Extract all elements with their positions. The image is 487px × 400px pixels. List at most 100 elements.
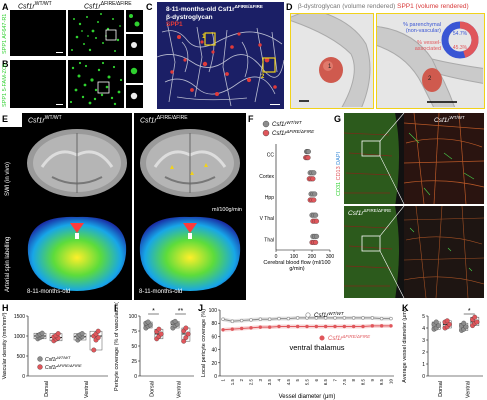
data-point bbox=[172, 318, 178, 324]
data-point bbox=[183, 335, 189, 341]
panel-b-letter: B bbox=[2, 59, 9, 69]
significance-marker: * bbox=[468, 308, 471, 315]
render-view-1: 1 bbox=[290, 13, 374, 109]
legend-fire-marker bbox=[262, 129, 270, 137]
x-tick-label: 1.5 bbox=[230, 379, 235, 386]
data-point bbox=[79, 331, 85, 337]
donut-pct-b: 45.3% bbox=[453, 45, 468, 51]
chart-h: 0 500 1000 1500 Vascular density (mm/mm³) Dor… bbox=[2, 312, 108, 398]
spp1-puncta bbox=[71, 13, 121, 52]
y-tick-label: 5 bbox=[422, 314, 425, 320]
region-label: ventral thalamus bbox=[289, 343, 344, 352]
data-point bbox=[351, 324, 356, 329]
data-point bbox=[361, 324, 365, 329]
data-point bbox=[314, 316, 319, 320]
region-box-2 bbox=[262, 57, 276, 73]
donut-chart: 54.7% 45.3% bbox=[441, 21, 479, 59]
y-tick-label: 0 bbox=[134, 374, 137, 380]
y-axis-label: Local pericyte coverage (%) bbox=[201, 309, 207, 377]
panel-g-wt-image: Csf1rWT/WT bbox=[344, 113, 484, 204]
panel-d-title: β-dystroglycan (volume rendered) SPP1 (v… bbox=[298, 3, 469, 10]
category-label: Dorsal bbox=[44, 381, 50, 397]
y-tick-label: 40 bbox=[211, 348, 217, 354]
x-tick-label: 3.5 bbox=[267, 379, 272, 386]
y-tick-label: 100 bbox=[209, 308, 218, 314]
chart-f-xlabel: Cerebral blood flow (ml/100 g/min) bbox=[263, 260, 331, 272]
y-tick-label: 1500 bbox=[14, 314, 25, 320]
data-point bbox=[230, 319, 235, 323]
category-label: Dorsal bbox=[150, 381, 156, 397]
data-point bbox=[39, 330, 45, 336]
category-label: V Thal bbox=[260, 216, 274, 222]
category-label: Cortex bbox=[259, 174, 274, 180]
donut-slice-vessel bbox=[441, 21, 479, 59]
y-tick-label: 0 bbox=[22, 374, 25, 380]
donut-pct-a: 54.7% bbox=[453, 31, 468, 37]
x-tick-label: 1 bbox=[221, 379, 226, 382]
panel-c-header: 8-11-months-old Csf1rΔFIRE/ΔFIRE β-dystr… bbox=[166, 4, 263, 29]
panel-c-letter: C bbox=[146, 2, 153, 12]
data-point bbox=[295, 324, 300, 329]
significance-marker: ** bbox=[178, 308, 184, 315]
category-label: Ventral bbox=[177, 381, 183, 398]
data-point bbox=[95, 335, 101, 341]
swi-wt-image bbox=[27, 129, 127, 197]
region-box-1 bbox=[204, 32, 216, 46]
donut-label-b: % vessel-associated bbox=[414, 40, 441, 52]
data-point bbox=[313, 218, 320, 224]
data-point bbox=[333, 324, 337, 329]
y-axis-label: Pericyte coverage (% of vasculature) bbox=[114, 302, 120, 391]
data-point bbox=[311, 197, 317, 203]
panel-e-wt-column: Csf1rWT/WT 8-11-months-old bbox=[22, 113, 132, 300]
chart-k: 0 1 2 3 4 5 Average vessel diameter (μm) Dorsal… bbox=[402, 308, 483, 398]
data-point bbox=[379, 316, 384, 321]
panel-e-letter: E bbox=[2, 114, 9, 124]
panel-e-wt-label: Csf1rWT/WT bbox=[28, 115, 62, 125]
panel-g-letter: G bbox=[334, 114, 342, 124]
x-tick-label: 10 bbox=[389, 379, 394, 385]
panel-f-letter: F bbox=[248, 114, 254, 124]
data-point bbox=[461, 320, 467, 326]
panel-a-fire-label: Csf1rΔFIRE/ΔFIRE bbox=[84, 1, 132, 11]
data-point bbox=[314, 324, 319, 329]
data-point bbox=[310, 176, 316, 182]
data-point bbox=[158, 331, 164, 337]
panel-g-stain-labels: CD31 CD13 DAPI bbox=[336, 151, 342, 196]
lesion-2-label: 2 bbox=[428, 76, 432, 82]
x-tick-label: 2.5 bbox=[249, 379, 254, 386]
panel-b-wt-image bbox=[10, 60, 66, 108]
data-point bbox=[313, 212, 319, 218]
asl-unit: ml/100g/min bbox=[212, 207, 242, 213]
panel-e-age-wt: 8-11-months-old bbox=[27, 289, 71, 295]
category-label: Thal bbox=[264, 237, 274, 243]
data-point bbox=[311, 170, 317, 176]
panel-a-letter: A bbox=[2, 2, 9, 12]
data-point bbox=[277, 316, 281, 321]
panel-e-sidebar bbox=[0, 127, 22, 300]
y-tick-label: 50 bbox=[131, 344, 137, 350]
x-tick-label: 4 bbox=[277, 379, 282, 382]
significance-marker: * bbox=[152, 308, 155, 315]
data-point bbox=[286, 324, 291, 329]
data-point bbox=[221, 328, 225, 332]
data-point bbox=[286, 316, 291, 321]
data-point bbox=[239, 326, 244, 331]
panel-a-inset-1 bbox=[126, 10, 143, 32]
asl-wt-image bbox=[27, 216, 127, 291]
data-point bbox=[145, 319, 151, 325]
x-tick-label: 0 bbox=[275, 254, 278, 260]
data-point bbox=[444, 318, 450, 324]
panel-a-wt-label: Csf1rWT/WT bbox=[18, 1, 52, 11]
y-tick-label: 20 bbox=[211, 361, 217, 367]
data-point bbox=[370, 324, 375, 328]
x-tick-label: 3 bbox=[258, 379, 263, 382]
x-tick-label: 8 bbox=[351, 379, 356, 382]
data-point bbox=[389, 316, 393, 321]
data-point bbox=[277, 324, 281, 329]
legend-wt-label: Csf1rWT/WT bbox=[314, 311, 345, 319]
x-tick-label: 7.5 bbox=[342, 379, 347, 386]
category-label: Dorsal bbox=[438, 381, 444, 397]
x-axis-label: Vessel diameter (μm) bbox=[279, 394, 336, 400]
panel-i-letter: I bbox=[114, 303, 117, 313]
